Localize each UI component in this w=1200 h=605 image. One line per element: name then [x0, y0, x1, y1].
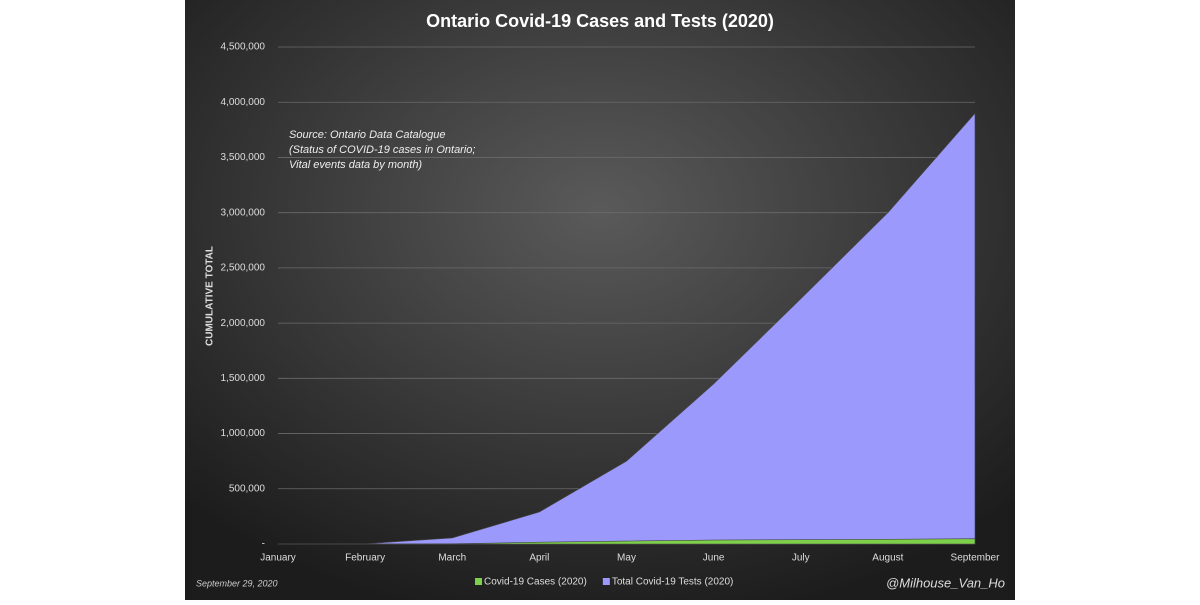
- x-tick-label: January: [260, 553, 296, 564]
- y-tick-label: 1,000,000: [221, 428, 266, 439]
- legend-swatch: [602, 578, 610, 585]
- x-tick-label: June: [703, 553, 725, 564]
- y-tick-label: 4,000,000: [221, 97, 266, 108]
- annotation: (Status of COVID-19 cases in Ontario;: [289, 144, 475, 156]
- y-tick-label: 2,500,000: [221, 263, 266, 274]
- y-tick-label: -: [262, 539, 265, 550]
- x-tick-label: March: [438, 553, 466, 564]
- x-tick-label: April: [529, 553, 549, 564]
- date-note: September 29, 2020: [196, 578, 278, 588]
- x-tick-label: February: [345, 553, 385, 564]
- x-tick-label: May: [617, 553, 636, 564]
- y-axis-label: CUMULATIVE TOTAL: [205, 246, 216, 346]
- y-tick-label: 2,000,000: [221, 318, 266, 329]
- y-tick-label: 3,500,000: [221, 152, 266, 163]
- area: [277, 112, 976, 545]
- chart-title: Ontario Covid-19 Cases and Tests (2020): [426, 11, 774, 31]
- area: [278, 538, 976, 545]
- x-tick-label: July: [792, 553, 810, 564]
- legend-label: Covid-19 Cases (2020): [484, 577, 587, 588]
- y-tick-label: 4,500,000: [221, 42, 266, 53]
- credit: @Milhouse_Van_Ho: [886, 575, 1005, 590]
- x-tick-label: September: [951, 553, 1001, 564]
- y-tick-label: 3,000,000: [221, 207, 266, 218]
- legend-swatch: [475, 578, 482, 585]
- legend-label: Total Covid-19 Tests (2020): [612, 577, 734, 588]
- annotation: Source: Ontario Data Catalogue: [289, 129, 446, 141]
- x-tick-label: August: [872, 553, 903, 564]
- annotation: Vital events data by month): [289, 159, 422, 171]
- y-tick-label: 500,000: [229, 483, 266, 494]
- y-tick-label: 1,500,000: [221, 373, 266, 384]
